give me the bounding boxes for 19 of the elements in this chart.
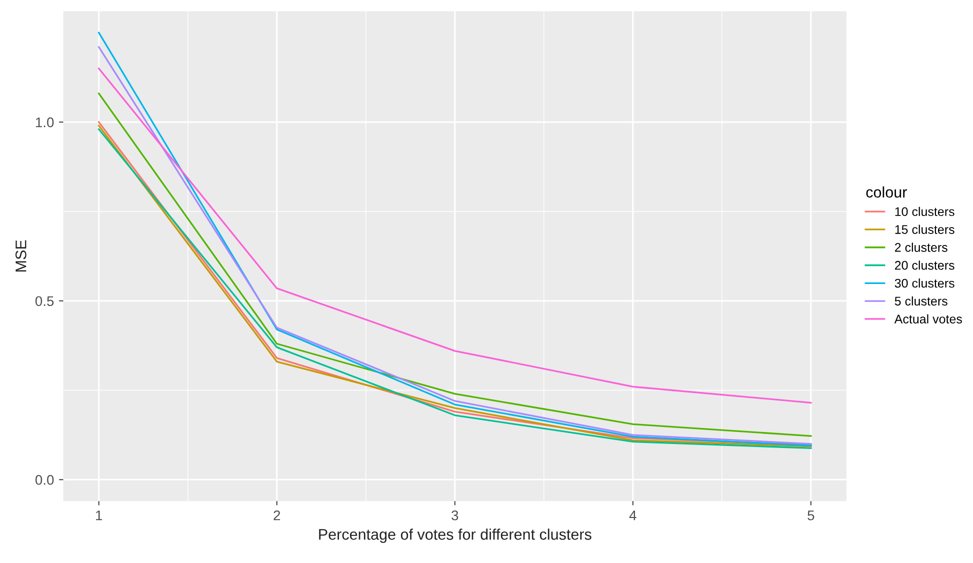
x-axis-title: Percentage of votes for different clusters <box>319 528 592 543</box>
legend-title: colour <box>866 186 907 198</box>
legend-label: 2 clusters <box>894 242 948 252</box>
legend-label: 5 clusters <box>894 296 948 306</box>
legend-label: 30 clusters <box>894 278 954 288</box>
y-tick-label: 0.0 <box>35 474 54 485</box>
legend-label: 20 clusters <box>894 260 954 270</box>
legend-label: 10 clusters <box>895 206 954 216</box>
y-tick-label: 0.5 <box>35 296 54 306</box>
x-tick-label: 5 <box>808 510 814 520</box>
y-axis-title: MSE <box>16 240 26 272</box>
x-tick-label: 1 <box>96 510 102 520</box>
x-tick-label: 2 <box>274 510 280 520</box>
legend-label: 15 clusters <box>895 224 954 234</box>
y-tick-label: 1.0 <box>36 117 54 128</box>
x-tick-label: 4 <box>629 510 636 520</box>
legend-label: Actual votes <box>894 314 962 324</box>
line-series <box>98 68 812 404</box>
x-tick-label: 3 <box>452 510 458 520</box>
